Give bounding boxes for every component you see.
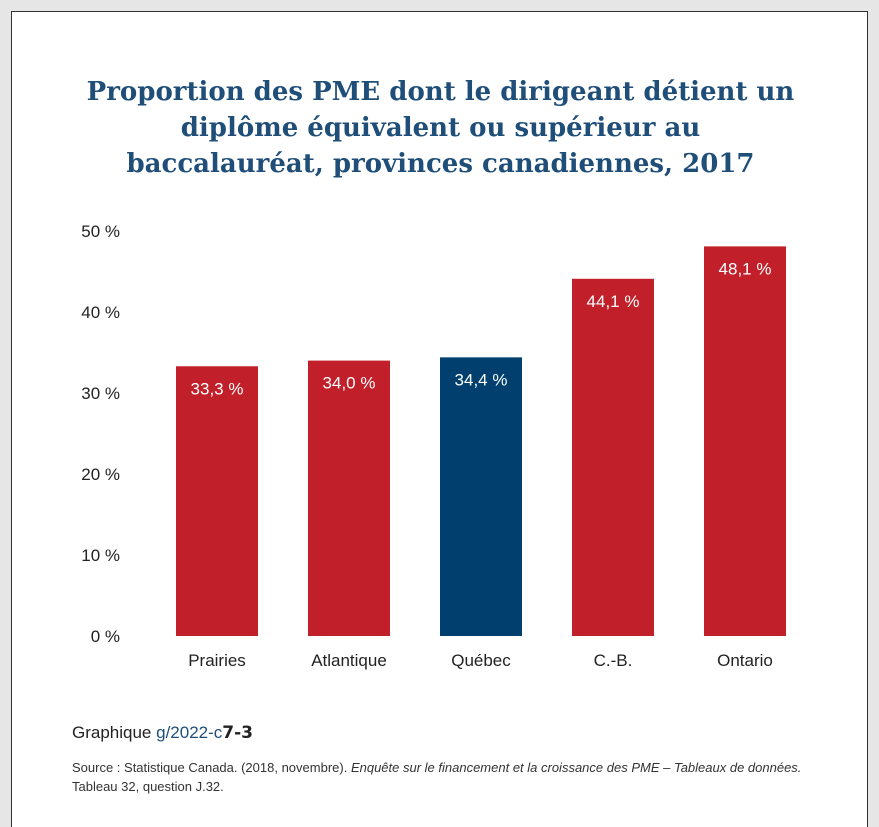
y-tick-label: 20 % <box>81 465 120 484</box>
y-tick-label: 50 % <box>81 222 120 241</box>
y-tick-label: 30 % <box>81 384 120 403</box>
bar <box>572 278 654 636</box>
bar-data-label: 48,1 % <box>719 259 772 278</box>
bar-data-label: 34,4 % <box>455 370 508 389</box>
bar <box>176 366 258 636</box>
bar-chart: 0 % 10 % 20 % 30 % 40 % 50 % 33,3 % Prairies 34,… <box>81 222 786 670</box>
source-italic: Enquête sur le financement et la croissa… <box>350 760 802 775</box>
chart-card: Proportion des PME dont le dirigeant dét… <box>11 11 868 827</box>
caption-code-a: g/2022-c <box>156 723 223 742</box>
x-tick-label: Prairies <box>188 651 246 670</box>
source-note: Source : Statistique Canada. (2018, nove… <box>72 758 832 796</box>
x-tick-label: Québec <box>451 651 511 670</box>
chart-title-line-1: Proportion des PME dont le dirigeant dét… <box>86 77 795 107</box>
y-tick-label: 10 % <box>81 546 120 565</box>
caption-code-b: 7-3 <box>222 723 254 743</box>
figure-caption: Graphique g/2022-c7-3 <box>72 723 253 743</box>
y-tick-label: 0 % <box>91 627 120 646</box>
x-tick-label: Atlantique <box>311 651 387 670</box>
source-text-2: Tableau 32, question J.32. <box>72 779 224 794</box>
bar <box>308 360 390 636</box>
x-tick-label: Ontario <box>717 651 773 670</box>
caption-prefix: Graphique <box>72 723 157 742</box>
chart-title-line-3: baccalauréat, provinces canadiennes, 201… <box>126 149 755 179</box>
chart-title-line-2: diplôme équivalent ou supérieur au <box>180 113 701 143</box>
bar-data-label: 34,0 % <box>323 374 376 393</box>
bar-data-label: 33,3 % <box>191 379 244 398</box>
y-tick-label: 40 % <box>81 303 120 322</box>
bar <box>440 357 522 636</box>
x-tick-label: C.-B. <box>594 651 633 670</box>
bar <box>704 246 786 636</box>
bar-data-label: 44,1 % <box>587 292 640 311</box>
source-text-1: Source : Statistique Canada. (2018, nove… <box>72 760 351 775</box>
chart-title: Proportion des PME dont le dirigeant dét… <box>12 74 869 182</box>
